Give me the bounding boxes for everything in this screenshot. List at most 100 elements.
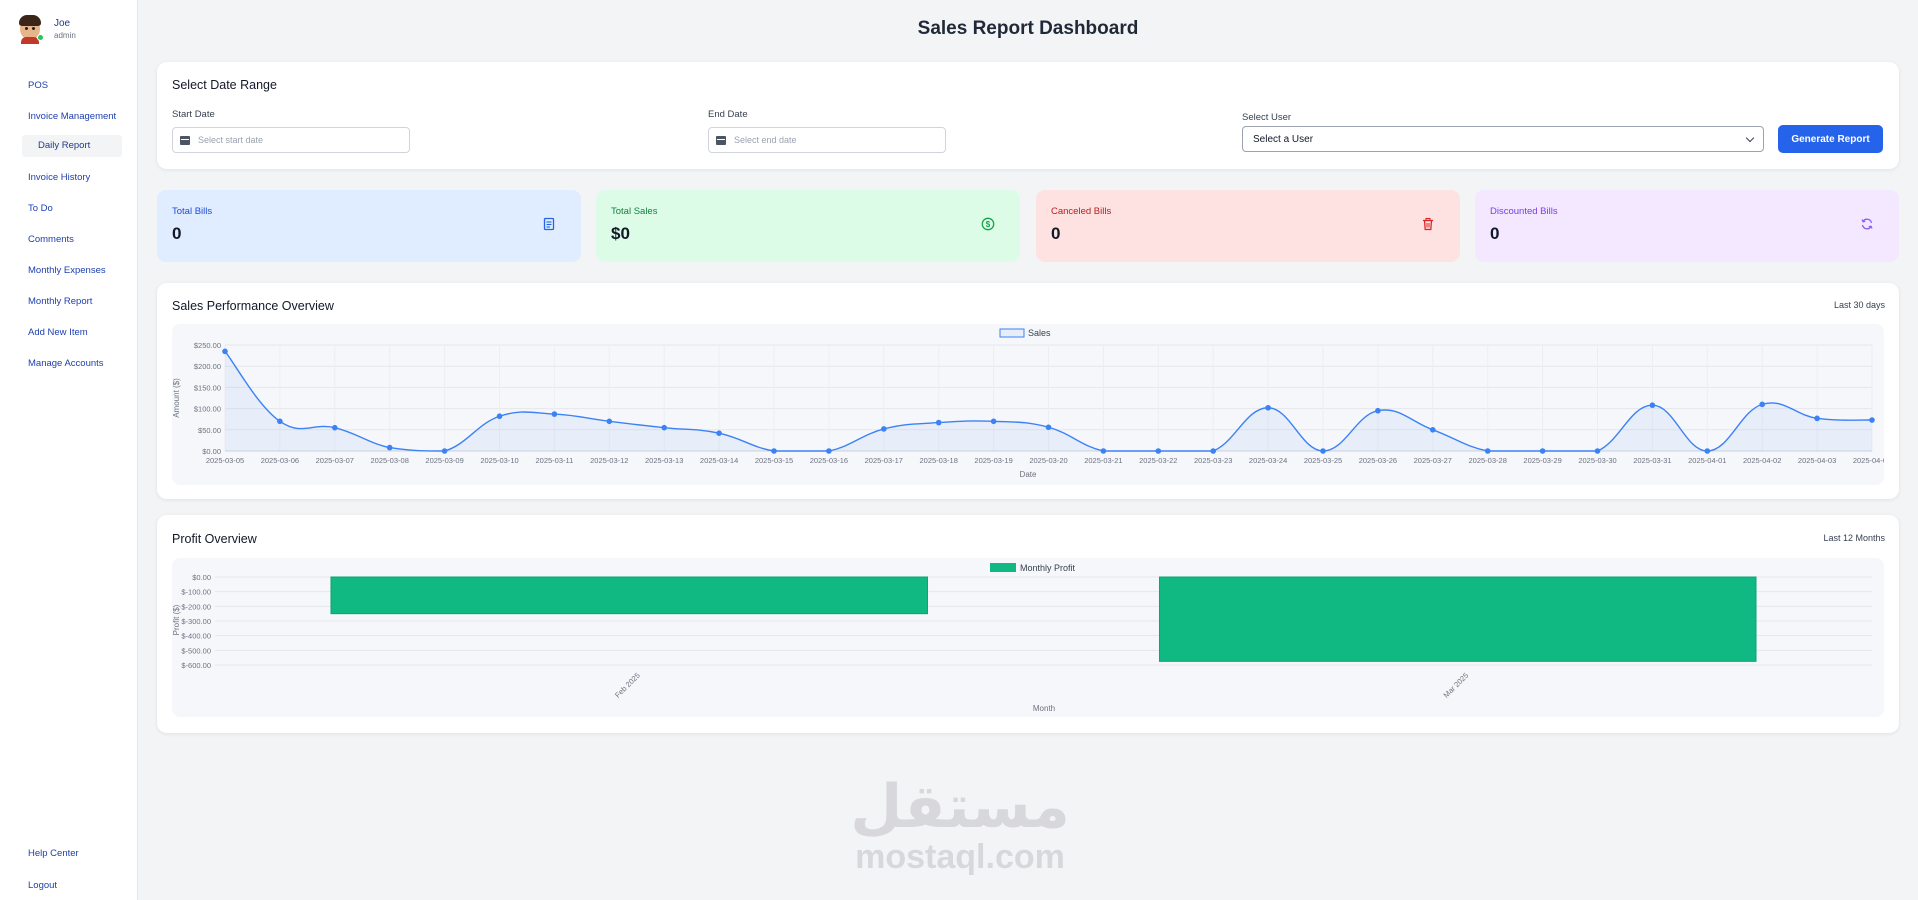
profit-overview-card: Profit Overview Last 12 Months $0.00 $-10… (157, 515, 1899, 733)
user-select[interactable]: Select a User (1242, 126, 1764, 152)
x-tick-label: 2025-03-14 (700, 456, 738, 465)
sales-data-point (826, 448, 832, 454)
sidebar-bottom-nav: Help Center Logout (0, 842, 138, 900)
x-tick-label: 2025-03-12 (590, 456, 628, 465)
sidebar-item-pos[interactable]: POS (28, 80, 49, 91)
sidebar-item-invoice-management[interactable]: Invoice Management (28, 111, 117, 122)
profit-bar (1158, 576, 1757, 662)
sales-data-point (332, 424, 338, 431)
y-tick-label: $150.00 (194, 383, 221, 392)
sales-data-point (386, 444, 393, 451)
sales-chart-title: Sales Performance Overview (172, 299, 334, 313)
end-date-label: End Date (708, 109, 748, 120)
x-tick-label: 2025-04-03 (1798, 456, 1836, 465)
x-tick-label: 2025-03-13 (645, 456, 683, 465)
sales-data-point (771, 448, 777, 454)
profit-chart-area: $0.00 $-100.00 $-200.00 $-300.00 $-400.00 $-5… (172, 558, 1884, 717)
sales-data-point (1100, 448, 1107, 454)
stat-card-total-bills: Total Bills 0 (157, 190, 581, 262)
sidebar-item-help-center[interactable]: Help Center (28, 848, 79, 859)
y-tick-label: $0.00 (192, 573, 211, 582)
sales-data-point (1649, 402, 1656, 409)
y-tick-label: $-400.00 (181, 632, 211, 641)
sales-performance-card: Sales Performance Overview Last 30 days … (157, 283, 1899, 499)
start-date-placeholder: Select start date (198, 135, 264, 145)
sales-data-point (277, 418, 283, 425)
sales-data-point (1430, 427, 1436, 433)
x-tick-label: 2025-03-08 (371, 456, 409, 465)
profit-bar-chart: $0.00 $-100.00 $-200.00 $-300.00 $-400.00 $-5… (172, 563, 1872, 713)
stat-label: Canceled Bills (1051, 206, 1112, 217)
user-profile[interactable]: Joe admin (18, 14, 76, 44)
x-tick-label: 2025-03-22 (1139, 456, 1177, 465)
sidebar-item-comments[interactable]: Comments (28, 234, 74, 245)
sidebar-item-manage-accounts[interactable]: Manage Accounts (28, 358, 104, 369)
sales-range-note: Last 30 days (1833, 300, 1885, 310)
sidebar-nav: POS Invoice Management Daily Report Invo… (0, 74, 138, 383)
user-name: Joe (54, 17, 71, 29)
sidebar-item-daily-report[interactable]: Daily Report (22, 135, 122, 157)
calendar-icon (180, 135, 190, 145)
chevron-down-icon (1745, 133, 1755, 142)
x-tick-label: 2025-03-07 (316, 456, 354, 465)
end-date-placeholder: Select end date (734, 135, 797, 145)
trash-icon (1423, 217, 1433, 231)
sales-line-chart: $0.00 $50.00 $100.00 $150.00 $200.00 $250.00 2… (172, 328, 1891, 479)
sidebar-item-to-do[interactable]: To Do (28, 203, 53, 214)
online-status-dot (37, 34, 44, 41)
x-tick-label: 2025-03-06 (261, 456, 299, 465)
watermark-latin: mostaql.com (855, 838, 1065, 876)
x-tick-label: 2025-03-30 (1578, 456, 1616, 465)
sidebar-item-add-new-item[interactable]: Add New Item (28, 327, 88, 338)
start-date-input[interactable]: Select start date (172, 127, 410, 153)
sales-data-point (1155, 448, 1162, 454)
sales-data-point (1539, 448, 1546, 454)
sidebar-item-logout[interactable]: Logout (28, 880, 58, 891)
x-tick-label: 2025-03-05 (206, 456, 244, 465)
stat-value: $0 (611, 224, 630, 243)
y-tick-label: $250.00 (194, 341, 221, 350)
sales-data-point (716, 430, 722, 436)
x-tick-label: 2025-03-27 (1414, 456, 1452, 465)
sales-data-point (496, 413, 503, 420)
stat-card-discounted-bills: Discounted Bills 0 (1475, 190, 1899, 262)
avatar (18, 14, 44, 44)
sales-data-point (1265, 404, 1271, 411)
sales-data-point (1869, 417, 1875, 423)
x-tick-label: 2025-03-16 (810, 456, 848, 465)
stat-value: 0 (172, 224, 182, 243)
sales-data-point (551, 411, 558, 417)
x-tick-label: 2025-03-23 (1194, 456, 1232, 465)
date-range-title: Select Date Range (172, 78, 277, 92)
generate-report-button[interactable]: Generate Report (1778, 125, 1883, 153)
y-tick-label: $100.00 (194, 405, 221, 414)
sales-data-point (1484, 448, 1491, 454)
sidebar-item-monthly-expenses[interactable]: Monthly Expenses (28, 265, 106, 276)
stat-label: Total Bills (172, 206, 213, 217)
legend-label-sales: Sales (1028, 328, 1051, 338)
sidebar-item-monthly-report[interactable]: Monthly Report (28, 296, 93, 307)
stat-value: 0 (1051, 224, 1061, 243)
sales-data-point (661, 424, 667, 431)
x-tick-label: 2025-03-17 (865, 456, 903, 465)
y-axis-title: Profit ($) (172, 604, 181, 635)
x-axis-title: Month (1033, 704, 1055, 713)
end-date-input[interactable]: Select end date (708, 127, 946, 153)
mostaql-watermark: مستقل mostaql.com (840, 775, 1080, 875)
x-tick-label: 2025-03-24 (1249, 456, 1287, 465)
x-tick-label: 2025-04-02 (1743, 456, 1781, 465)
sales-data-point (1375, 407, 1381, 414)
receipt-icon (543, 217, 555, 231)
select-user-label: Select User (1242, 112, 1292, 123)
x-tick-label: 2025-03-10 (480, 456, 518, 465)
legend-swatch-sales (999, 328, 1025, 338)
x-tick-label: 2025-04-01 (1688, 456, 1726, 465)
sales-data-point (1320, 448, 1326, 454)
sidebar-item-invoice-history[interactable]: Invoice History (28, 172, 91, 183)
sales-data-point (990, 418, 997, 425)
y-tick-label: $-200.00 (181, 602, 211, 611)
sales-data-point (1594, 448, 1601, 454)
legend-label-profit: Monthly Profit (1020, 563, 1076, 573)
page-title: Sales Report Dashboard (917, 18, 1139, 39)
y-tick-label: $-300.00 (181, 617, 211, 626)
